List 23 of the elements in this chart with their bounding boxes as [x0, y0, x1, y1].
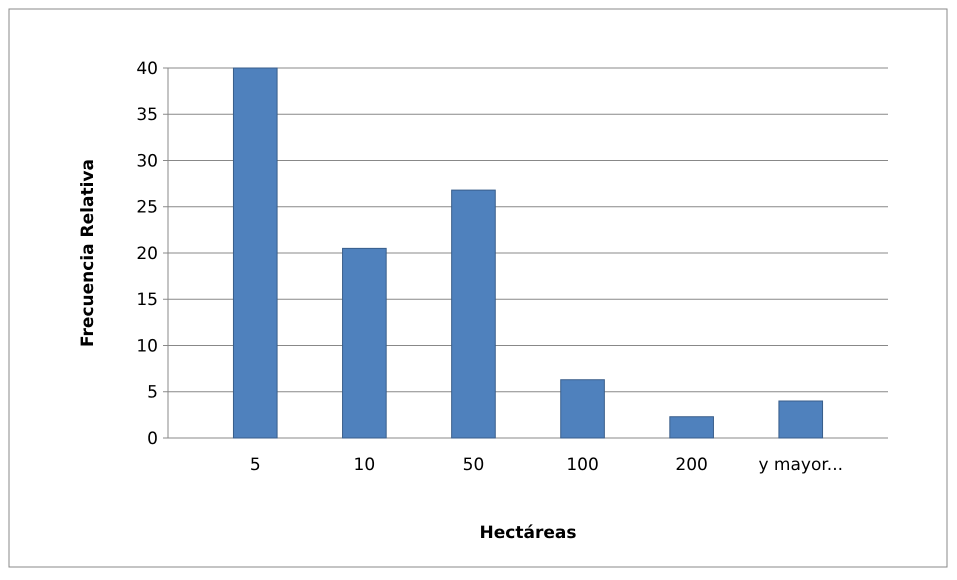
y-tick-label: 5 — [147, 382, 158, 403]
bar — [560, 379, 605, 438]
y-tick-label: 0 — [147, 428, 158, 449]
bar — [232, 68, 278, 438]
bar — [451, 190, 496, 438]
x-tick-label: 10 — [354, 455, 376, 475]
y-tick-label: 10 — [136, 336, 158, 356]
x-tick-label: y mayor... — [758, 455, 843, 475]
x-axis-title: Hectáreas — [480, 523, 576, 543]
y-axis-title: Frecuencia Relativa — [78, 159, 98, 347]
bar — [778, 400, 824, 438]
y-tick-label: 30 — [136, 151, 158, 172]
x-tick-label: 100 — [566, 455, 599, 475]
y-tick-label: 35 — [136, 105, 158, 126]
bar — [342, 248, 387, 438]
y-tick-label: 40 — [136, 58, 158, 79]
y-tick-label: 15 — [136, 290, 158, 310]
x-tick-label: 50 — [462, 455, 484, 475]
x-tick-label: 200 — [675, 455, 708, 475]
x-tick-label: 5 — [250, 455, 261, 475]
y-tick-label: 25 — [136, 198, 158, 218]
bar — [669, 416, 714, 438]
y-tick-label: 20 — [136, 244, 158, 264]
